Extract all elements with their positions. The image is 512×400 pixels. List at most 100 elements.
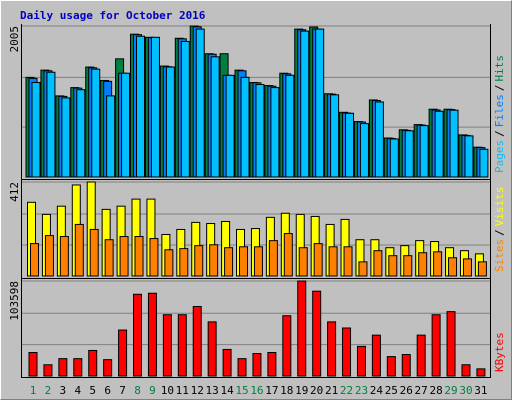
bar <box>252 353 262 377</box>
bar <box>44 235 54 277</box>
axis-label: Sites / Visits <box>493 187 506 273</box>
x-tick-label: 14 <box>220 384 234 397</box>
bar <box>253 246 263 277</box>
x-tick-label: 4 <box>74 384 81 397</box>
bar <box>255 84 265 178</box>
bar <box>121 72 131 178</box>
x-tick-label: 8 <box>134 384 141 397</box>
bar <box>106 95 116 178</box>
legend-entry: Visits <box>493 187 506 227</box>
bar <box>283 233 293 277</box>
x-tick-label: 20 <box>310 384 323 397</box>
bar <box>328 246 338 277</box>
bar <box>371 334 381 377</box>
bar <box>342 327 352 377</box>
bar <box>240 76 250 178</box>
bar <box>61 97 71 178</box>
bar <box>312 290 322 377</box>
bar <box>345 112 355 178</box>
x-tick-label: 16 <box>250 384 263 397</box>
bar <box>192 306 202 377</box>
bar <box>46 71 56 178</box>
bar <box>179 248 189 277</box>
bar <box>476 368 486 377</box>
bar <box>389 138 399 178</box>
x-tick-label: 2 <box>45 384 52 397</box>
bar <box>58 358 68 377</box>
bar <box>91 68 101 178</box>
bar <box>374 101 384 178</box>
bar <box>298 247 308 277</box>
bar <box>479 148 489 178</box>
bar <box>373 250 383 277</box>
bar <box>477 261 487 277</box>
bar <box>165 66 175 178</box>
bar <box>162 314 172 377</box>
bar <box>195 28 205 178</box>
bar <box>222 348 232 377</box>
x-tick-label: 1 <box>30 384 37 397</box>
bar <box>225 74 235 178</box>
bar <box>224 247 234 277</box>
legend-entry: Files <box>493 94 506 127</box>
bar <box>464 135 474 178</box>
bar <box>164 249 174 277</box>
x-tick-label: 22 <box>340 384 353 397</box>
legend-entry: KBytes <box>493 332 506 372</box>
y-tick-label: 2005 <box>8 26 21 53</box>
bar <box>449 109 459 178</box>
bar <box>388 255 398 277</box>
y-tick-label: 103598 <box>8 281 21 321</box>
x-tick-label: 21 <box>325 384 338 397</box>
bar <box>462 258 472 277</box>
bar <box>419 125 429 178</box>
bar <box>431 314 441 377</box>
bar <box>461 364 471 377</box>
x-tick-label: 26 <box>400 384 413 397</box>
label-separator: / <box>493 85 506 92</box>
bar <box>297 280 307 377</box>
bar <box>76 89 86 178</box>
bar <box>343 246 353 277</box>
x-tick-label: 27 <box>415 384 428 397</box>
x-tick-label: 6 <box>104 384 111 397</box>
x-tick-label: 31 <box>474 384 487 397</box>
bar <box>43 364 53 377</box>
bar <box>30 243 39 277</box>
bar <box>118 329 128 377</box>
bar <box>147 292 157 377</box>
bar <box>403 255 413 277</box>
axis-label: Pages / Files / Hits <box>493 55 506 173</box>
bar <box>28 352 38 377</box>
x-tick-label: 17 <box>265 384 278 397</box>
bar <box>237 358 247 377</box>
x-tick-label: 3 <box>60 384 67 397</box>
bar <box>433 251 443 277</box>
x-tick-label: 11 <box>176 384 189 397</box>
bar <box>270 87 280 178</box>
bar <box>418 252 428 277</box>
bar <box>401 354 411 377</box>
x-tick-label: 29 <box>444 384 457 397</box>
x-tick-label: 19 <box>295 384 308 397</box>
label-separator: / <box>493 229 506 236</box>
bar <box>448 257 458 277</box>
x-tick-label: 12 <box>191 384 204 397</box>
bar <box>73 358 83 377</box>
bar <box>150 36 160 178</box>
bar <box>267 352 277 377</box>
bar <box>104 239 114 277</box>
bar <box>300 30 310 178</box>
bar <box>327 321 337 377</box>
bar <box>313 243 323 277</box>
bar <box>330 94 340 178</box>
chart-title: Daily usage for October 2016 <box>20 9 206 22</box>
bar <box>194 245 204 277</box>
bar <box>315 28 325 178</box>
bar <box>359 123 369 178</box>
x-tick-label: 10 <box>161 384 174 397</box>
x-tick-label: 18 <box>280 384 293 397</box>
bar <box>434 110 444 178</box>
bar <box>89 228 99 277</box>
